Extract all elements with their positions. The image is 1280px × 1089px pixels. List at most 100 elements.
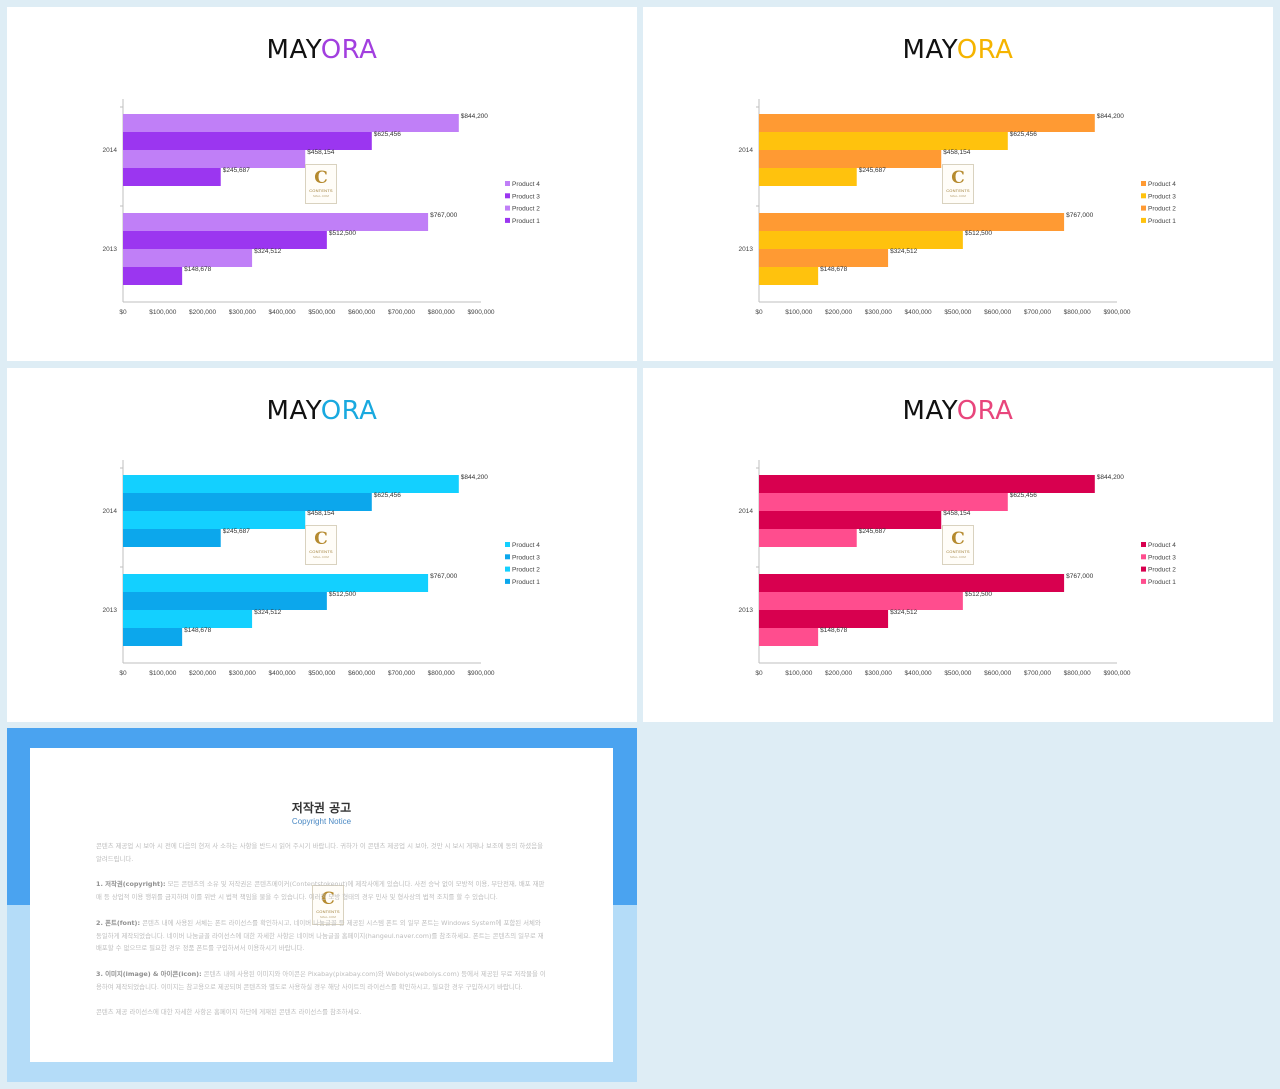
watermark-logo: C CONTENTS MALL.COM bbox=[942, 525, 974, 565]
x-tick-label: $100,000 bbox=[785, 670, 812, 677]
x-tick-label: $700,000 bbox=[388, 309, 415, 316]
data-label: $324,512 bbox=[890, 609, 917, 616]
x-tick-label: $200,000 bbox=[825, 670, 852, 677]
x-tick-label: $600,000 bbox=[348, 309, 375, 316]
legend-label: Product 1 bbox=[1148, 218, 1176, 225]
data-label: $458,154 bbox=[943, 510, 970, 517]
x-tick-label: $500,000 bbox=[308, 309, 335, 316]
section-text: 콘텐츠 내에 사용된 서체는 폰트 라이선스를 확인하시고, 네이버 나눔글꼴 … bbox=[96, 918, 544, 953]
legend-swatch bbox=[1141, 566, 1146, 572]
bar-product-1-2013 bbox=[759, 628, 819, 646]
x-tick-label: $700,000 bbox=[1024, 670, 1051, 677]
x-tick-label: $900,000 bbox=[1103, 670, 1130, 677]
title-part-a: MAY bbox=[902, 35, 957, 65]
data-label: $844,200 bbox=[461, 474, 488, 481]
bar-product-1-2014 bbox=[759, 168, 857, 186]
bar-product-4-2013 bbox=[123, 213, 429, 231]
data-label: $844,200 bbox=[1097, 474, 1124, 481]
watermark-letter: C bbox=[321, 889, 335, 909]
title-part-a: MAY bbox=[266, 35, 321, 65]
chart-slide-purple: MAYORA $844,200 $625,456 $458,154 $245,687 2… bbox=[7, 7, 637, 361]
bar-product-4-2014 bbox=[123, 114, 459, 132]
legend-swatch bbox=[1141, 217, 1146, 223]
copyright-subtitle: Copyright Notice bbox=[291, 817, 352, 826]
legend-swatch bbox=[505, 205, 510, 211]
x-tick-label: $100,000 bbox=[785, 309, 812, 316]
title-part-b: ORA bbox=[320, 35, 378, 65]
data-label: $324,512 bbox=[254, 248, 281, 255]
data-label: $245,687 bbox=[223, 167, 250, 174]
bar-product-2-2013 bbox=[123, 610, 253, 628]
bar-product-2-2014 bbox=[123, 511, 306, 529]
title-part-b: ORA bbox=[956, 35, 1014, 65]
section-heading: 1. 저작권(copyright): bbox=[96, 880, 166, 889]
watermark-text: CONTENTS bbox=[946, 188, 970, 193]
bar-product-3-2013 bbox=[759, 592, 963, 610]
legend-swatch bbox=[505, 542, 510, 547]
bar-product-3-2014 bbox=[123, 493, 372, 511]
bar-product-4-2014 bbox=[759, 114, 1095, 132]
watermark-sub: MALL.COM bbox=[313, 555, 329, 559]
x-tick-label: $700,000 bbox=[1024, 309, 1051, 316]
watermark-logo: C CONTENTS MALL.COM bbox=[312, 885, 344, 925]
x-tick-label: $500,000 bbox=[944, 309, 971, 316]
y-tick-label: 2014 bbox=[739, 147, 754, 154]
x-tick-label: $500,000 bbox=[308, 670, 335, 677]
bar-product-3-2014 bbox=[759, 493, 1008, 511]
watermark-logo: C CONTENTS MALL.COM bbox=[942, 164, 974, 204]
legend-label: Product 1 bbox=[512, 579, 540, 586]
watermark-letter: C bbox=[314, 529, 328, 549]
legend-label: Product 2 bbox=[1148, 567, 1176, 574]
bar-product-2-2013 bbox=[759, 610, 889, 628]
legend-label: Product 4 bbox=[1148, 542, 1176, 549]
legend-swatch bbox=[505, 566, 510, 572]
data-label: $148,678 bbox=[184, 266, 211, 273]
bar-chart: $844,200 $625,456 $458,154 $245,687 2014 $767… bbox=[103, 99, 540, 316]
y-tick-label: 2013 bbox=[103, 607, 118, 614]
data-label: $625,456 bbox=[374, 492, 401, 499]
x-tick-label: $600,000 bbox=[984, 670, 1011, 677]
x-tick-label: $200,000 bbox=[825, 309, 852, 316]
legend-label: Product 4 bbox=[1148, 181, 1176, 188]
watermark-letter: C bbox=[951, 168, 965, 188]
data-label: $148,678 bbox=[184, 627, 211, 634]
legend-label: Product 2 bbox=[1148, 206, 1176, 213]
data-label: $512,500 bbox=[965, 230, 992, 237]
x-tick-label: $600,000 bbox=[984, 309, 1011, 316]
slide-title: MAYORA bbox=[7, 35, 637, 65]
bar-product-3-2014 bbox=[759, 132, 1008, 150]
slide-title: MAYORA bbox=[643, 35, 1273, 65]
bar-product-3-2013 bbox=[759, 231, 963, 249]
data-label: $458,154 bbox=[307, 510, 334, 517]
watermark-logo: C CONTENTS MALL.COM bbox=[305, 164, 337, 204]
y-tick-label: 2014 bbox=[103, 147, 118, 154]
data-label: $148,678 bbox=[820, 627, 847, 634]
bar-product-2-2014 bbox=[759, 150, 942, 168]
x-tick-label: $800,000 bbox=[428, 670, 455, 677]
x-tick-label: $0 bbox=[119, 309, 127, 316]
legend-label: Product 2 bbox=[512, 206, 540, 213]
legend-swatch bbox=[1141, 578, 1146, 584]
watermark-letter: C bbox=[951, 529, 965, 549]
bar-product-3-2014 bbox=[123, 132, 372, 150]
x-tick-label: $300,000 bbox=[865, 309, 892, 316]
legend-swatch bbox=[1141, 542, 1146, 547]
x-tick-label: $400,000 bbox=[269, 670, 296, 677]
bar-product-4-2013 bbox=[759, 213, 1065, 231]
legend-label: Product 4 bbox=[512, 542, 540, 549]
legend-label: Product 4 bbox=[512, 181, 540, 188]
data-label: $625,456 bbox=[1010, 131, 1037, 138]
bar-product-1-2013 bbox=[123, 628, 183, 646]
x-tick-label: $800,000 bbox=[1064, 309, 1091, 316]
watermark-sub: MALL.COM bbox=[950, 555, 966, 559]
x-tick-label: $700,000 bbox=[388, 670, 415, 677]
x-tick-label: $100,000 bbox=[149, 309, 176, 316]
bar-product-2-2014 bbox=[759, 511, 942, 529]
copyright-panel: 저작권 공고 Copyright Notice C CONTENTS MALL.… bbox=[7, 728, 637, 1082]
legend-swatch bbox=[505, 193, 510, 199]
x-tick-label: $400,000 bbox=[269, 309, 296, 316]
copyright-card: 저작권 공고 Copyright Notice C CONTENTS MALL.… bbox=[30, 748, 613, 1062]
bar-product-1-2013 bbox=[123, 267, 183, 285]
watermark-text: CONTENTS bbox=[309, 549, 333, 554]
x-tick-label: $800,000 bbox=[1064, 670, 1091, 677]
